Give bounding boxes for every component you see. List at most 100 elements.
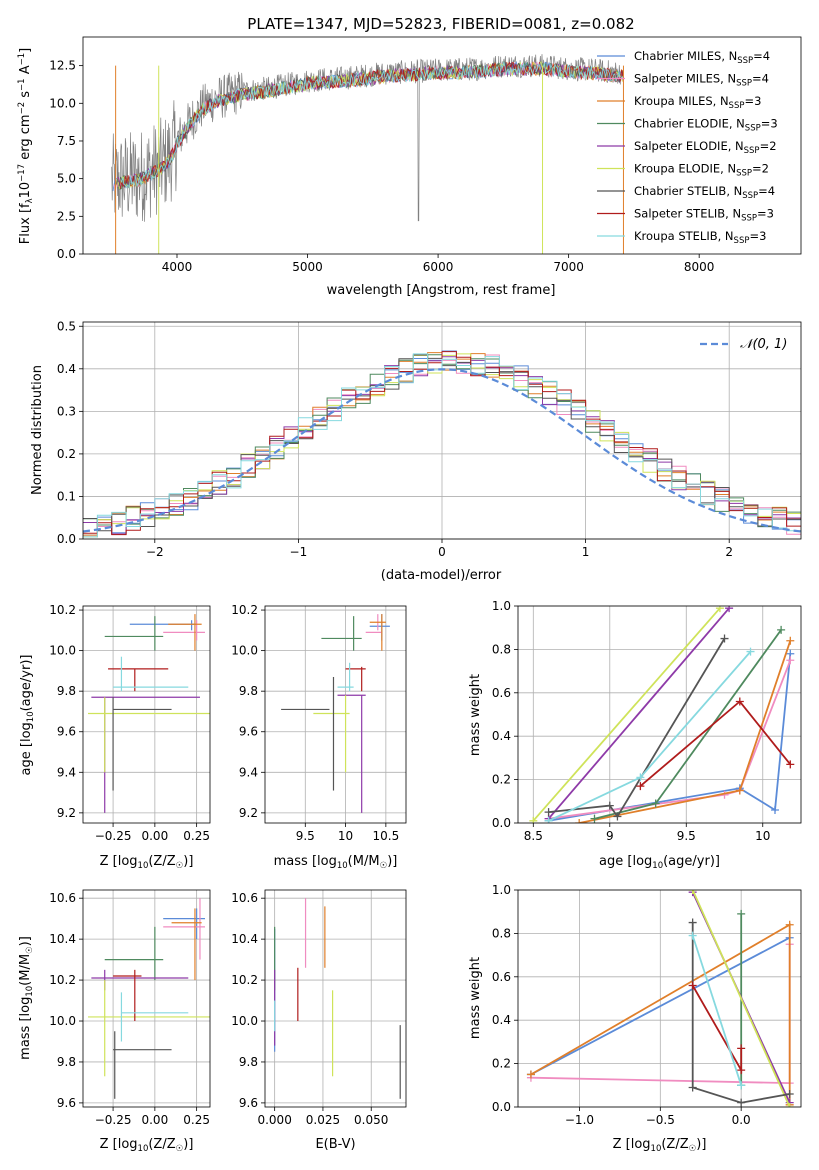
label-part: Salpeter MILES, N	[634, 72, 736, 86]
y-tick-label: 10.0	[49, 1014, 76, 1028]
x-tick-label: −0.25	[95, 829, 132, 843]
label-part: Kroupa STELIB, N	[634, 229, 734, 243]
x-axis-label: (data-model)/error	[381, 568, 502, 583]
x-tick-label: −1.0	[565, 1113, 594, 1127]
data-point-marker	[688, 918, 697, 927]
mass-weight-line	[548, 659, 792, 820]
y-axis-label: mass weight	[468, 674, 483, 756]
label-part: 10	[337, 861, 348, 871]
x-tick-label: 0.00	[141, 829, 168, 843]
x-tick-label: 0.000	[257, 1113, 291, 1127]
data-point-marker	[785, 1103, 794, 1107]
label-part: =3	[744, 94, 761, 108]
label-part: (Z/Z	[148, 854, 175, 869]
y-tick-label: 0.2	[57, 447, 76, 461]
x-tick-label: 6000	[423, 260, 454, 274]
x-tick-label: 9.5	[296, 829, 315, 843]
label-part: ☉	[689, 1144, 697, 1154]
y-tick-label: 9.6	[239, 725, 258, 739]
data-point-marker	[735, 697, 744, 706]
data-point-marker	[737, 1066, 746, 1075]
label-part: )]	[183, 854, 193, 869]
legend-label: Chabrier ELODIE, NSSP=3	[634, 117, 778, 134]
axes-frame	[82, 36, 802, 255]
label-part: 10	[18, 182, 33, 199]
mass-weight-line	[547, 607, 730, 820]
y-tick-label: 10.2	[231, 603, 258, 617]
legend-label: Salpeter ELODIE, NSSP=2	[634, 139, 777, 156]
x-tick-label: 0.0	[732, 1113, 751, 1127]
y-tick-label: 9.6	[239, 1096, 258, 1110]
label-part: =3	[757, 207, 774, 221]
label-part: )]	[387, 854, 397, 869]
observed-spectrum-line	[111, 54, 622, 222]
label-part: 10	[652, 861, 663, 871]
label-part: SSP	[742, 191, 758, 201]
data-point-marker	[737, 1044, 746, 1053]
x-tick-label: 4000	[162, 260, 193, 274]
x-axis-label: mass [log10(M/M☉)]	[274, 854, 398, 871]
y-tick-label: 0.0	[492, 816, 511, 830]
chart-residual-histogram: −2 −1 0 1 2 0.0 0.1 0.2 0.3 0.4 0.5 𝒩(0, 1) (data-mo…	[30, 319, 802, 583]
label-part: ☉	[176, 861, 184, 871]
mass-weight-line	[691, 985, 743, 1074]
data-point-marker	[786, 636, 795, 645]
mass-weight-line	[548, 638, 726, 819]
label-part: =4	[758, 184, 775, 198]
data-point-marker	[785, 920, 794, 929]
y-tick-label: 5.0	[57, 172, 76, 186]
data-point-marker	[720, 634, 729, 643]
x-tick-label: −1	[290, 545, 308, 559]
y-tick-label: 7.5	[57, 134, 76, 148]
y-tick-label: 10.6	[49, 891, 76, 905]
data-point-marker	[613, 812, 622, 821]
y-tick-label: 10.2	[231, 973, 258, 987]
x-axis-label: Z [log10(Z/Z☉)]	[613, 1137, 707, 1154]
grid	[518, 889, 801, 1108]
mass-weight-line	[548, 653, 792, 822]
axes-frame	[82, 889, 211, 1108]
label-part: SSP	[737, 56, 753, 66]
y-tick-label: 9.6	[57, 1096, 76, 1110]
y-axis-label: age [log10(age/yr)]	[19, 655, 36, 776]
plot-area	[88, 614, 210, 813]
legend-label: Salpeter STELIB, NSSP=3	[634, 207, 774, 224]
y-tick-label: 0.6	[492, 686, 511, 700]
y-tick-label: 0.1	[57, 489, 76, 503]
x-tick-label: 0.050	[354, 1113, 388, 1127]
legend-label: Kroupa ELODIE, NSSP=2	[634, 162, 769, 179]
label-part: −1	[17, 78, 27, 91]
x-tick-label: 0.25	[183, 1113, 210, 1127]
label-part: SSP	[745, 124, 761, 134]
y-tick-label: 9.8	[239, 1055, 258, 1069]
label-part: SSP	[744, 146, 760, 156]
label-part: Salpeter ELODIE, N	[634, 139, 744, 153]
label-part: 10	[138, 861, 149, 871]
data-point-marker	[651, 799, 660, 808]
label-part: −1	[17, 53, 27, 66]
chart-mass-vs-ebv: 0.000 0.025 0.050 9.6 9.8 10.0 10.2 10.4 10.6 E(B…	[231, 889, 407, 1152]
label-part: SSP	[734, 236, 750, 246]
label-part: ☉	[380, 861, 388, 871]
label-part: (M/M	[348, 854, 380, 869]
label-part: =3	[761, 117, 778, 131]
histogram-series	[83, 351, 801, 536]
y-tick-label: 1.0	[492, 883, 511, 897]
y-tick-label: 9.6	[57, 725, 76, 739]
label-part: age [log	[599, 854, 652, 869]
y-tick-label: 9.2	[239, 806, 258, 820]
legend-label: Chabrier STELIB, NSSP=4	[634, 184, 775, 201]
label-part: −17	[17, 164, 27, 182]
y-axis-label: Flux [fλ10−17 erg cm−2 s−1 A−1]	[17, 48, 35, 244]
label-part: ☉	[25, 946, 35, 954]
data-point-marker	[526, 1070, 535, 1079]
label-part: 10	[651, 1144, 662, 1154]
label-part: (Z/Z	[661, 1137, 688, 1152]
y-tick-label: 0.2	[492, 1057, 511, 1071]
legend-label: Salpeter MILES, NSSP=4	[634, 72, 769, 89]
label-part: (M/M	[18, 954, 33, 986]
data-point-marker	[725, 606, 734, 613]
